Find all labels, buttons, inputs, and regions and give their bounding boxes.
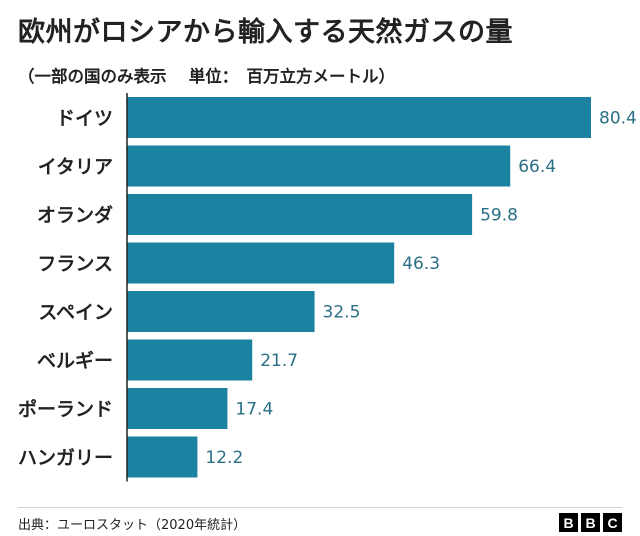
value-label: 66.4 (518, 157, 556, 177)
value-label: 21.7 (260, 351, 298, 371)
bar-chart: ドイツ 80.4 イタリア 66.4 オランダ 59.8 フランス 46.3 スペイン 32.5 ベ… (18, 93, 637, 482)
value-label: 46.3 (402, 254, 440, 274)
value-label: 12.2 (205, 448, 243, 468)
value-label: 32.5 (323, 303, 361, 323)
bar (127, 291, 315, 332)
category-label: ハンガリー (18, 447, 113, 469)
category-label: スペイン (38, 302, 113, 324)
bar (127, 145, 511, 187)
category-label: ポーランド (18, 398, 113, 421)
chart-subtitle: （一部の国のみ表示 単位： 百万立方メートル） (18, 67, 395, 86)
bar (127, 388, 228, 429)
bbc-logo-letter: C (603, 513, 622, 532)
value-label: 17.4 (235, 400, 273, 420)
bar (127, 242, 395, 284)
category-label: ベルギー (37, 350, 113, 372)
category-label: オランダ (37, 204, 113, 227)
category-label: ドイツ (56, 108, 113, 130)
source-note: 出典：ユーロスタット（2020年統計） (18, 518, 247, 533)
bbc-logo: B B C (559, 513, 622, 532)
bbc-logo-letter: B (559, 513, 578, 532)
value-label: 80.4 (599, 109, 637, 129)
chart-title: 欧州がロシアから輸入する天然ガスの量 (18, 17, 513, 48)
footer-divider (18, 507, 622, 508)
bar (127, 339, 253, 381)
bar (127, 194, 473, 235)
bar (127, 97, 591, 138)
bbc-logo-letter: B (581, 513, 600, 532)
category-label: フランス (37, 253, 113, 275)
bar (127, 436, 198, 478)
value-label: 59.8 (480, 206, 518, 226)
category-label: イタリア (38, 156, 113, 178)
